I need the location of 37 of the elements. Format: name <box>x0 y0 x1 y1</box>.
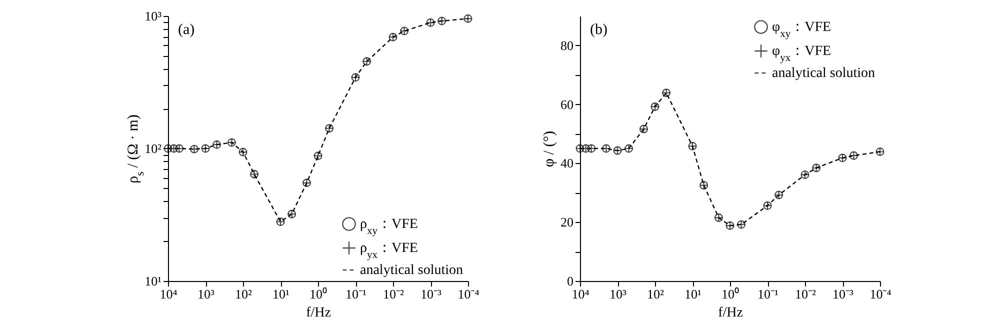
y-tick-label: 10³ <box>144 8 162 24</box>
x-axis-title: f/Hz <box>718 306 743 320</box>
x-tick-label: 10¹ <box>272 286 290 302</box>
x-tick-label: 10⁻¹ <box>758 286 779 302</box>
x-tick-label: 10⁻⁴ <box>870 286 892 302</box>
legend-label: φ$_{xy}$：VFE <box>772 20 832 40</box>
x-tick-label: 10² <box>647 286 664 302</box>
x-tick-label: 10⁻⁴ <box>458 286 480 302</box>
x-tick-label: 10³ <box>198 286 215 302</box>
x-tick-label: 10⁻³ <box>832 286 854 302</box>
x-tick-label: 10⁻² <box>795 286 816 302</box>
y-axis-title: φ / (°) <box>542 130 558 168</box>
legend-label: ρ$_{yx}$：VFE <box>360 241 418 260</box>
x-tick-label: 10⁰ <box>310 286 328 302</box>
y-tick-label: 20 <box>560 214 574 230</box>
y-tick-label: 10¹ <box>144 274 162 288</box>
x-tick-label: 10⁻² <box>383 286 404 302</box>
x-tick-label: 10¹ <box>684 286 702 302</box>
y-tick-label: 60 <box>560 96 574 112</box>
y-tick-label: 10² <box>144 141 162 156</box>
legend-label: ρ$_{xy}$：VFE <box>360 217 418 236</box>
y-tick-label: 40 <box>560 156 574 171</box>
x-tick-label: 10³ <box>610 286 627 302</box>
x-tick-label: 10⁴ <box>160 286 178 302</box>
legend-label: analytical solution <box>772 66 876 81</box>
x-axis-title: f/Hz <box>306 306 331 320</box>
legend-label: φ$_{yx}$：VFE <box>772 44 832 64</box>
x-tick-label: 10⁴ <box>572 286 590 302</box>
x-tick-label: 10⁻¹ <box>346 286 367 302</box>
annotation: (a) <box>178 22 195 38</box>
x-tick-label: 10⁰ <box>722 286 740 302</box>
legend-label: analytical solution <box>360 263 464 278</box>
y-tick-label: 80 <box>560 38 574 53</box>
annotation: (b) <box>590 22 608 38</box>
x-tick-label: 10² <box>235 286 252 302</box>
y-tick-label: 0 <box>567 274 574 288</box>
x-tick-label: 10⁻³ <box>420 286 442 302</box>
